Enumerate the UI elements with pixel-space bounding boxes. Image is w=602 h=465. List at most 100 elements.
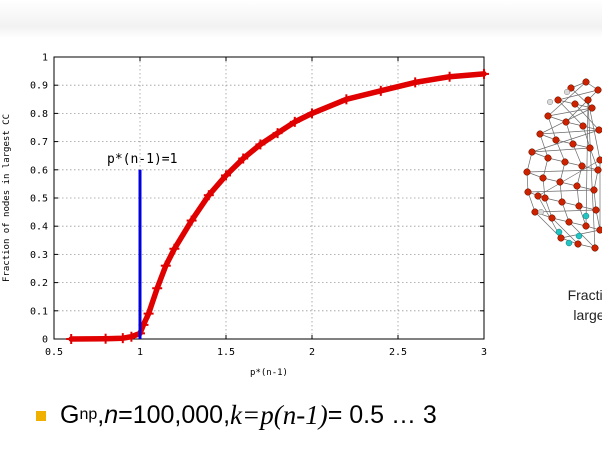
series-point <box>160 260 171 271</box>
network-edge <box>572 143 583 167</box>
y-tick-label: 0.1 <box>30 306 48 317</box>
network-edge <box>574 103 600 131</box>
network-edge <box>537 159 601 197</box>
y-tick-label: 0.2 <box>30 278 48 289</box>
network-node <box>596 156 602 164</box>
series-point <box>375 85 386 96</box>
grid <box>54 57 484 339</box>
series-point <box>100 333 111 344</box>
n-variable: n <box>104 400 119 429</box>
network-node <box>524 188 532 196</box>
gnp-symbol: G <box>60 400 80 429</box>
network-node <box>573 182 581 190</box>
series-point <box>479 68 489 79</box>
network-edge <box>589 147 599 171</box>
y-axis-label: Fraction of nodes in largest CC <box>2 114 12 282</box>
network-node <box>536 130 544 138</box>
network-node <box>574 240 582 248</box>
gnp-subscript: np <box>79 406 98 423</box>
y-tick-label: 0.9 <box>30 81 48 92</box>
largest-cc-chart: 0 0.1 0.2 0.3 0.4 0.5 0.6 0.7 0.8 0.9 1 0.5 1 1.5 2 2.5… <box>2 53 602 378</box>
network-node <box>544 112 552 120</box>
network-node-isolated <box>565 239 573 247</box>
network-edge <box>547 81 587 117</box>
network-caption-line1: Fractio <box>567 287 602 303</box>
network-node-isolated <box>575 232 583 240</box>
series-point <box>307 108 317 119</box>
series-point <box>203 190 214 201</box>
network-node <box>534 192 542 200</box>
network-edge <box>531 129 600 153</box>
series-largest-cc <box>66 68 489 344</box>
network-node <box>575 202 583 210</box>
series-point <box>238 153 249 164</box>
network-node <box>528 148 536 156</box>
y-tick-label: 0.6 <box>30 165 48 176</box>
y-tick-label: 0.3 <box>30 250 48 261</box>
slide-header-band <box>0 0 602 38</box>
network-node <box>584 96 592 104</box>
network-edge <box>587 99 596 249</box>
network-node <box>578 162 586 170</box>
network-node <box>557 234 565 242</box>
network-node-grey <box>546 98 554 106</box>
network-node <box>591 244 599 252</box>
network-caption: Fractio large <box>549 285 602 325</box>
network-edge <box>547 115 557 141</box>
series-point <box>444 71 455 82</box>
series-point <box>272 128 283 139</box>
network-node <box>561 158 569 166</box>
series-point <box>169 243 180 254</box>
network-node <box>556 178 564 186</box>
x-tick-label: 2.5 <box>389 347 407 358</box>
network-edge <box>555 139 566 163</box>
network-node <box>588 104 596 112</box>
network-node-isolated <box>555 228 563 236</box>
network-node-isolated <box>582 212 590 220</box>
n-value: =100,000, <box>118 400 231 429</box>
network-node <box>594 166 602 174</box>
series-point <box>143 308 154 319</box>
x-tick-label: 3 <box>481 347 487 358</box>
network-edge <box>534 209 597 213</box>
network-edge <box>527 189 595 193</box>
network-caption-line2: large <box>573 307 602 323</box>
series-point <box>186 215 197 226</box>
x-tick-label: 0.5 <box>45 347 63 358</box>
network-node <box>586 144 594 152</box>
network-node <box>582 78 590 86</box>
y-tick-label: 0.5 <box>30 194 48 205</box>
series-point <box>341 94 352 105</box>
network-node <box>569 140 577 148</box>
network-node <box>562 118 570 126</box>
network-node <box>582 222 590 230</box>
network-node <box>594 86 602 94</box>
x-tick-label: 1 <box>137 347 143 358</box>
series-point <box>221 170 231 181</box>
series-point <box>289 116 300 127</box>
y-tick-label: 1 <box>42 53 48 64</box>
network-node <box>523 168 531 176</box>
network-edge <box>557 99 584 127</box>
y-tick-label: 0 <box>42 335 48 346</box>
network-node <box>565 218 573 226</box>
network-edge <box>582 125 591 149</box>
bullet-square-icon <box>36 411 46 421</box>
network-edge <box>551 217 579 245</box>
network-node-grey <box>563 88 571 96</box>
network-edge <box>539 133 549 159</box>
network-node <box>531 208 539 216</box>
network-node <box>579 122 587 130</box>
y-tick-label: 0.4 <box>30 222 48 233</box>
k-range: = 0.5 … 3 <box>327 400 437 429</box>
network-node <box>539 174 547 182</box>
series-point <box>152 283 163 294</box>
network-node <box>596 226 602 234</box>
series-point <box>66 334 77 344</box>
network-node <box>595 126 602 134</box>
network-node <box>552 136 560 144</box>
network-node <box>592 206 600 214</box>
network-edge <box>526 169 599 173</box>
network-edge <box>547 107 593 117</box>
series-point <box>126 331 137 342</box>
